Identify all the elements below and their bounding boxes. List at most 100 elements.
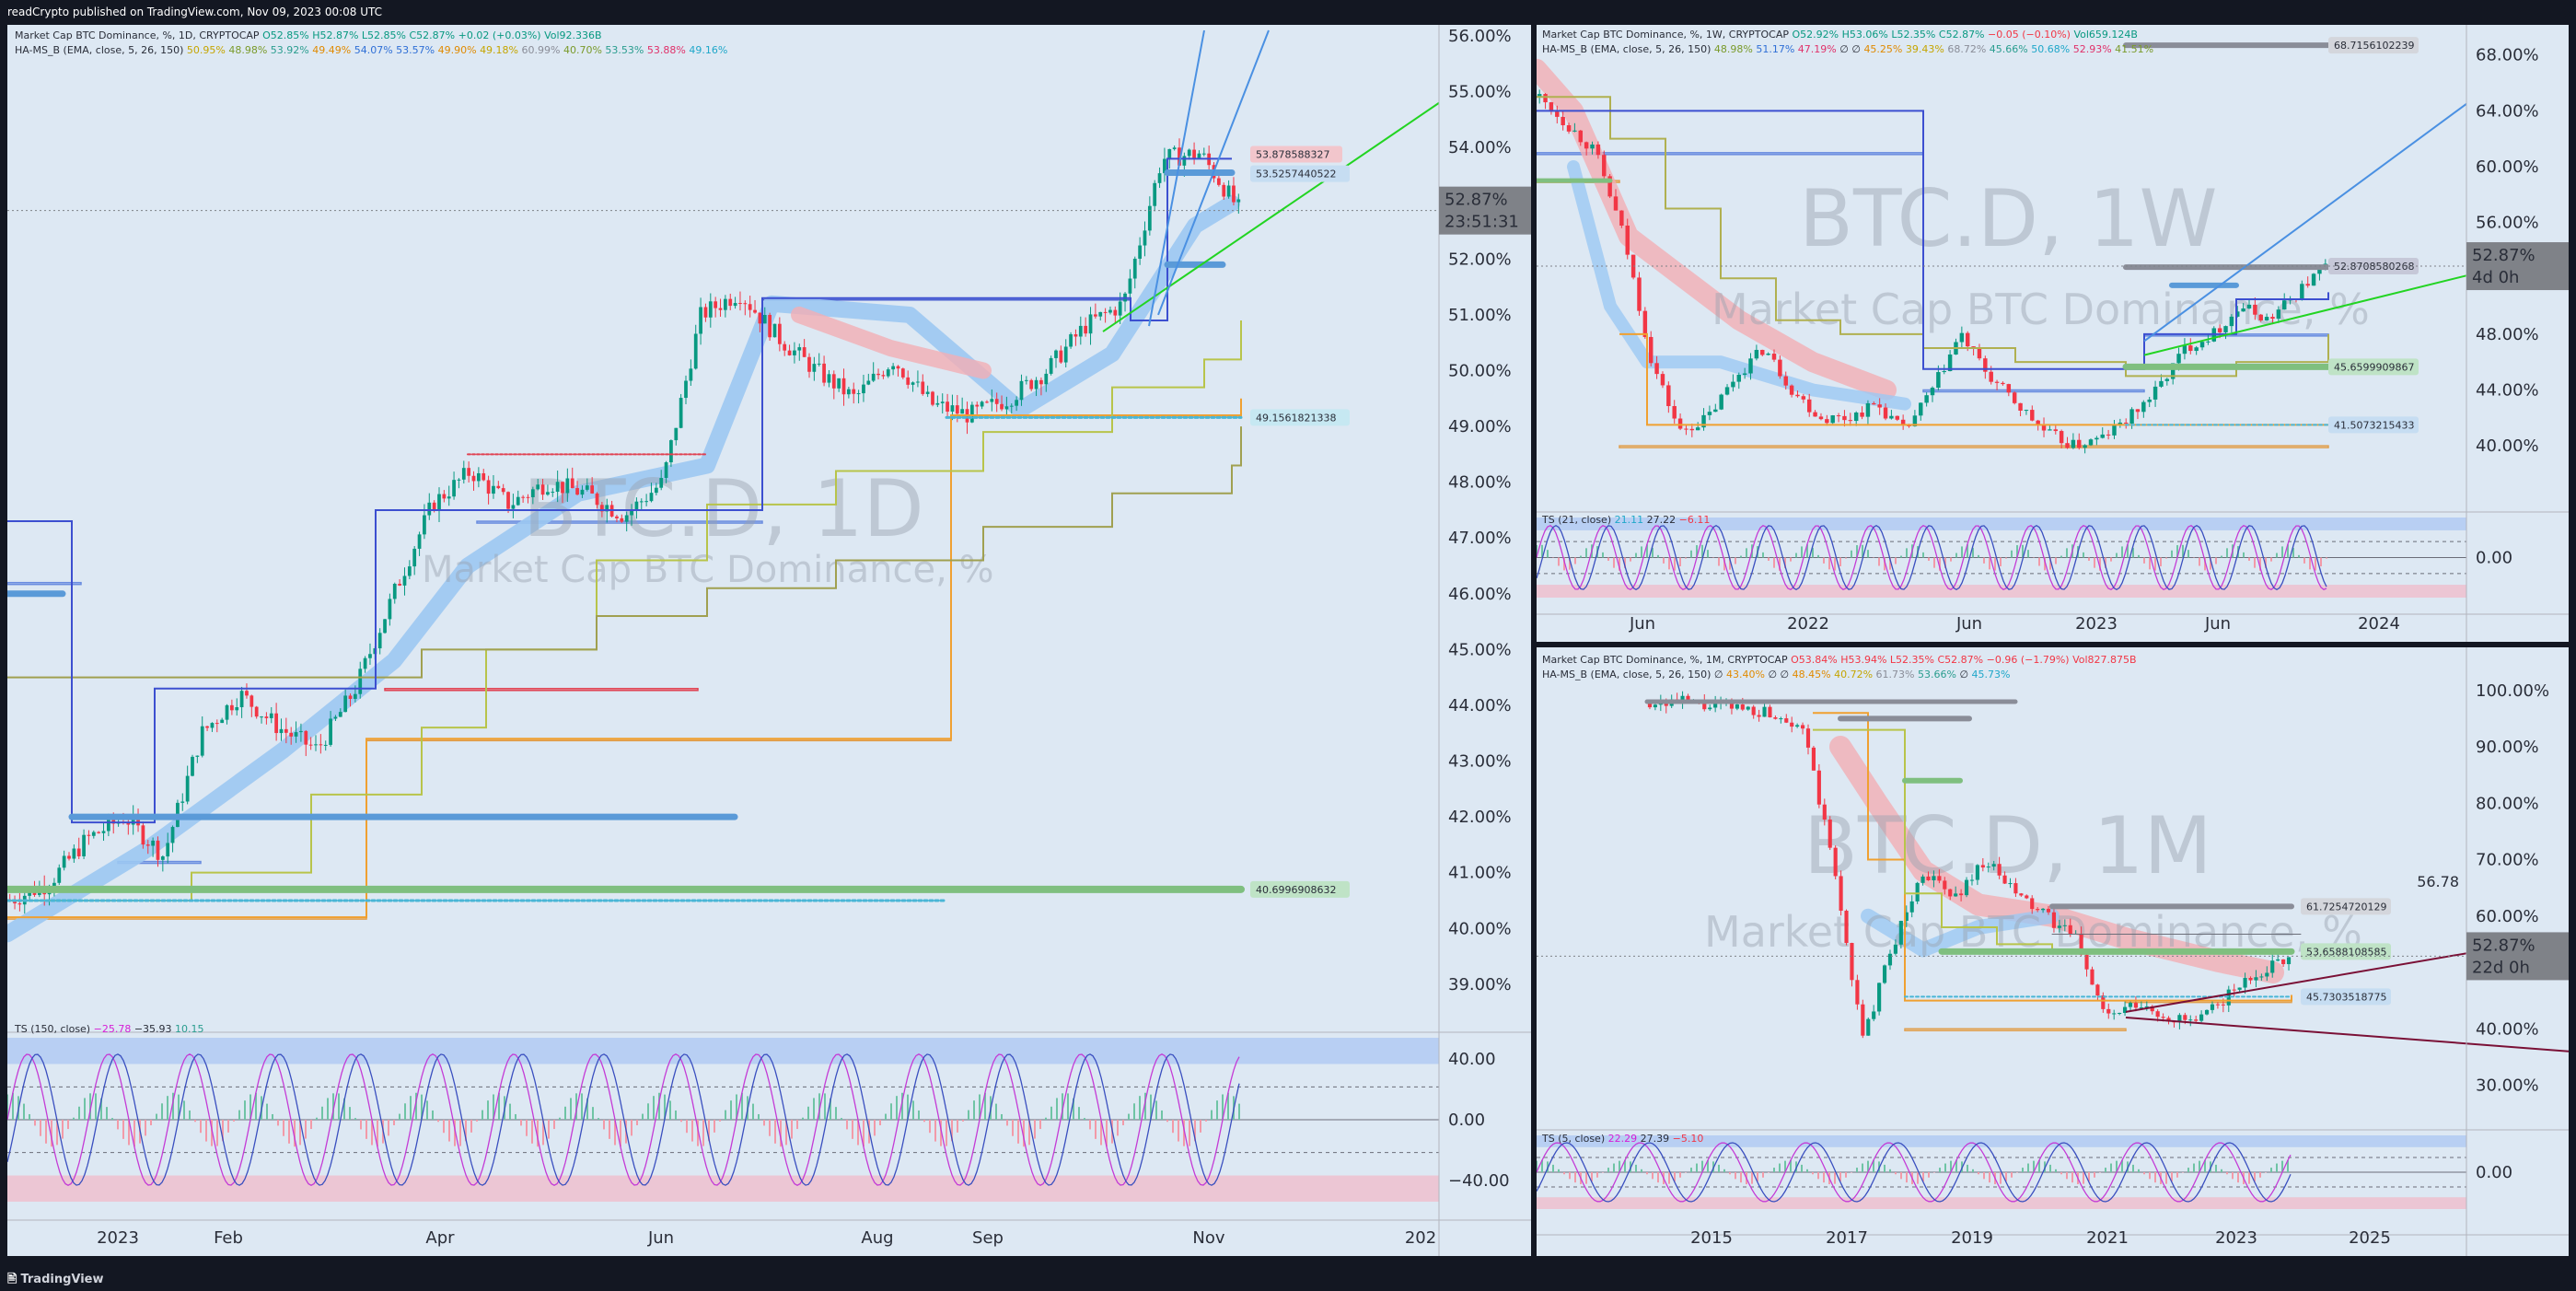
indicator-value: 53.66%: [1917, 669, 1956, 680]
daily-chart-svg[interactable]: BTC.D, 1D Market Cap BTC Dominance, % 53…: [7, 25, 1531, 1256]
candle-body: [2019, 893, 2024, 896]
candle-body: [783, 343, 787, 351]
candle-body: [1094, 314, 1097, 317]
candle-body: [1157, 173, 1162, 183]
candle-body: [2264, 317, 2269, 320]
oscillator-value: −5.10: [1672, 1133, 1704, 1145]
candle-body: [1784, 718, 1789, 723]
legend-indicator: HA-MS_B (EMA, close, 5, 26, 150) 50.95% …: [15, 43, 727, 57]
indicator-value: 40.70%: [563, 44, 602, 56]
osc-overbought-zone: [7, 1038, 1439, 1064]
candle-body: [254, 706, 259, 717]
legend-volume: Vol659.124B: [2073, 29, 2138, 41]
candle-body: [1044, 373, 1049, 385]
candle-body: [1766, 354, 1770, 355]
y-tick-label: 40.00%: [2476, 436, 2539, 456]
candle-body: [1187, 149, 1191, 157]
candle-body: [1872, 1011, 1876, 1019]
candle-body: [1108, 309, 1112, 313]
candle-body: [2024, 410, 2029, 412]
candle-body: [1653, 704, 1657, 708]
candle-body: [13, 901, 17, 904]
candle-body: [530, 489, 535, 497]
step-line: [7, 426, 1242, 679]
candle-body: [847, 389, 851, 395]
candle-body: [1783, 376, 1788, 386]
ema-band: [791, 306, 992, 379]
indicator-value: 54.07%: [354, 44, 393, 56]
weekly-chart-svg[interactable]: BTC.D, 1W Market Cap BTC Dominance, % 68…: [1537, 25, 2569, 642]
candle-body: [111, 817, 116, 824]
candle-body: [896, 366, 900, 369]
y-tick-label: 46.00%: [1448, 585, 1512, 604]
candle-body: [501, 488, 505, 493]
candle-body: [1833, 847, 1838, 877]
legend-oscillator: TS (150, close) −25.78 −35.93 10.15: [15, 1022, 204, 1036]
candle-body: [2235, 311, 2240, 317]
legend-low: L52.35%: [1889, 654, 1934, 666]
chart-panel-monthly[interactable]: BTC.D, 1M Market Cap BTC Dominance, % 61…: [1537, 647, 2569, 1256]
candle-body: [1217, 178, 1221, 185]
tradingview-logo[interactable]: 🖹 TradingView: [7, 1271, 104, 1291]
candle-body: [2241, 308, 2245, 312]
candle-body: [1672, 406, 1677, 419]
oscillator-name: TS (5, close): [1542, 1133, 1606, 1145]
candle-body: [1959, 893, 1964, 896]
chart-panel-weekly[interactable]: BTC.D, 1W Market Cap BTC Dominance, % 68…: [1537, 25, 2569, 642]
candle-body: [1994, 381, 2000, 383]
candle-body: [2018, 402, 2023, 411]
level-tag-text: 53.5257440522: [1256, 169, 1336, 180]
candle-body: [1613, 196, 1619, 211]
candle-body: [1883, 407, 1888, 419]
trend-line: [1102, 101, 1440, 332]
candle-body: [1748, 358, 1753, 374]
price-label-timer: 4d 0h: [2472, 268, 2519, 287]
legend-close: C52.87%: [1937, 654, 1984, 666]
candle-body: [1980, 865, 1985, 868]
candle-body: [1915, 882, 1920, 901]
candle-body: [358, 669, 363, 694]
candle-body: [151, 840, 155, 846]
osc-fast-line: [1537, 525, 2327, 590]
oscillator-value: 27.39: [1640, 1133, 1670, 1145]
candle-body: [1549, 102, 1554, 112]
candle-body: [368, 654, 372, 658]
candle-body: [975, 404, 980, 407]
oscillator-value: 22.29: [1607, 1133, 1638, 1145]
candle-body: [1637, 277, 1642, 311]
candle-body: [2210, 1004, 2215, 1010]
watermark-description: Market Cap BTC Dominance, %: [1712, 285, 2370, 334]
legend-change: −0.96 (−1.79%): [1986, 654, 2070, 666]
candle-body: [921, 381, 925, 394]
indicator-value: ∅: [1839, 43, 1849, 55]
candle-body: [639, 501, 644, 503]
candle-body: [215, 723, 219, 725]
candle-body: [1063, 346, 1068, 363]
candle-body: [1543, 94, 1548, 103]
candle-body: [605, 505, 609, 512]
candle-body: [925, 391, 930, 394]
candle-body: [2182, 345, 2187, 355]
y-tick-label: 41.00%: [1448, 864, 1512, 883]
candle-body: [575, 488, 579, 495]
candle-body: [970, 404, 974, 423]
candle-body: [279, 728, 284, 734]
legend-change: +0.02 (+0.03%): [458, 29, 541, 41]
indicator-value: 41.51%: [2115, 43, 2154, 55]
candle-body: [1948, 889, 1953, 897]
candle-body: [580, 489, 585, 495]
tradingview-logo-icon: 🖹: [7, 1273, 17, 1286]
monthly-chart-svg[interactable]: BTC.D, 1M Market Cap BTC Dominance, % 61…: [1537, 647, 2569, 1256]
candle-body: [388, 599, 392, 620]
candle-body: [718, 308, 723, 310]
candle-body: [817, 363, 821, 365]
candle-body: [2071, 439, 2076, 448]
candle-body: [536, 484, 540, 490]
candle-body: [1853, 413, 1859, 422]
candle-body: [1701, 414, 1706, 428]
candle-body: [1555, 111, 1560, 117]
candle-body: [486, 480, 491, 494]
chart-panel-daily[interactable]: BTC.D, 1D Market Cap BTC Dominance, % 53…: [7, 25, 1531, 1256]
candle-body: [768, 314, 772, 338]
candle-body: [1813, 412, 1817, 417]
